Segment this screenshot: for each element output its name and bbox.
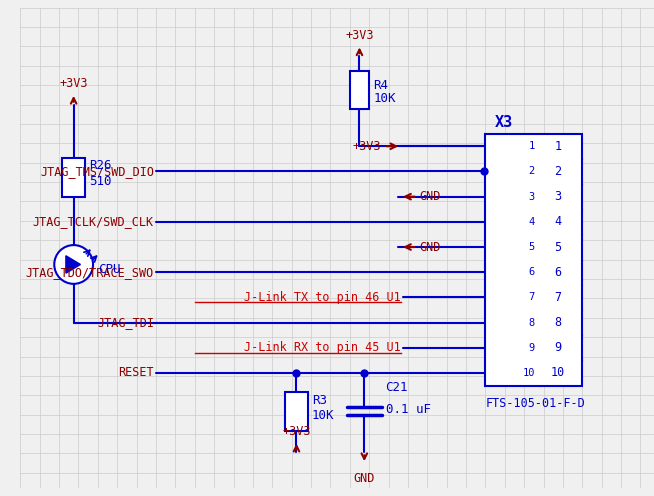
Bar (350, 71, 369, 110)
Text: R3: R3 (312, 394, 327, 407)
Bar (485, 134, 582, 385)
Text: 6: 6 (528, 267, 535, 277)
Text: J-Link TX to pin 46 U1: J-Link TX to pin 46 U1 (245, 291, 401, 304)
Text: C21: C21 (386, 381, 408, 394)
Text: JTAG_TMS/SWD_DIO: JTAG_TMS/SWD_DIO (40, 165, 154, 178)
Text: 4: 4 (528, 217, 535, 227)
Bar (285, 392, 308, 431)
Polygon shape (66, 256, 80, 273)
Text: 10: 10 (523, 368, 535, 378)
Text: +3V3: +3V3 (283, 425, 311, 438)
Text: 10K: 10K (312, 409, 334, 422)
Text: 10: 10 (551, 367, 565, 379)
Text: R4: R4 (373, 79, 388, 92)
Text: 5: 5 (555, 241, 562, 253)
Circle shape (54, 245, 93, 284)
Text: X3: X3 (495, 115, 513, 129)
Text: 6: 6 (555, 266, 562, 279)
Text: 2: 2 (555, 165, 562, 178)
Text: 3: 3 (528, 191, 535, 202)
Text: +3V3: +3V3 (345, 29, 373, 42)
Text: 8: 8 (528, 317, 535, 327)
Text: 1: 1 (555, 140, 562, 153)
Text: JTAG_TDO/TRACE_SWO: JTAG_TDO/TRACE_SWO (26, 266, 154, 279)
Text: 0.1 uF: 0.1 uF (386, 403, 430, 416)
Text: 7: 7 (555, 291, 562, 304)
Text: 10K: 10K (373, 92, 396, 105)
Text: FTS-105-01-F-D: FTS-105-01-F-D (485, 397, 585, 410)
Text: 9: 9 (555, 341, 562, 354)
Text: GND: GND (419, 190, 441, 203)
Text: JTAG_TCLK/SWD_CLK: JTAG_TCLK/SWD_CLK (33, 215, 154, 228)
Text: RESET: RESET (118, 367, 154, 379)
Text: GND: GND (354, 472, 375, 485)
Text: 3: 3 (555, 190, 562, 203)
Text: GND: GND (419, 241, 441, 253)
Text: CPU: CPU (98, 263, 120, 276)
Text: R26: R26 (89, 159, 112, 172)
Text: J-Link RX to pin 45 U1: J-Link RX to pin 45 U1 (245, 341, 401, 354)
Text: 7: 7 (528, 293, 535, 303)
Text: 510: 510 (89, 175, 112, 187)
Text: 8: 8 (555, 316, 562, 329)
Text: 2: 2 (528, 167, 535, 177)
Text: 9: 9 (528, 343, 535, 353)
Text: +3V3: +3V3 (60, 77, 88, 90)
Text: +3V3: +3V3 (353, 140, 381, 153)
Text: 1: 1 (528, 141, 535, 151)
Text: JTAG_TDI: JTAG_TDI (97, 316, 154, 329)
Bar (62, 158, 85, 196)
Text: 5: 5 (528, 242, 535, 252)
Text: 4: 4 (555, 215, 562, 228)
